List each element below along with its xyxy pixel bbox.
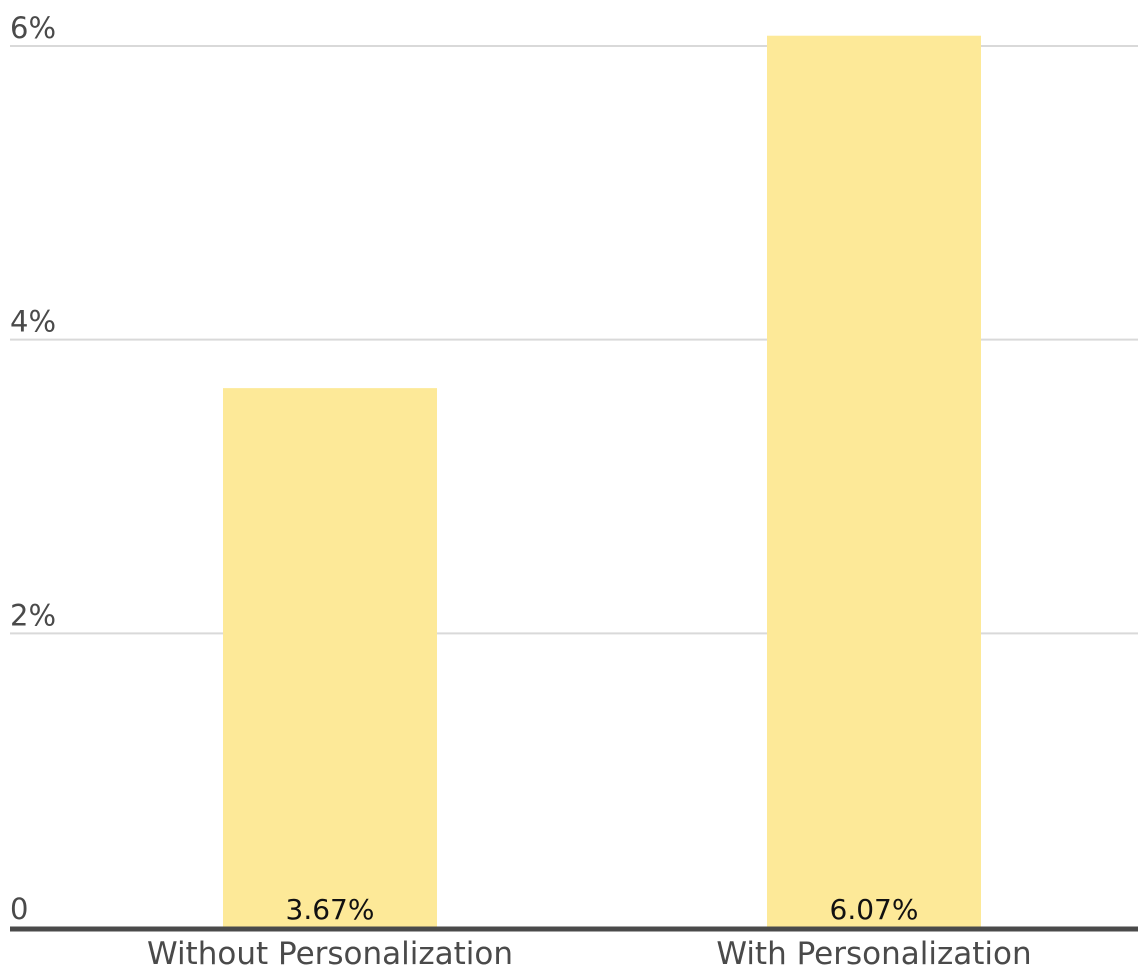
data-label-1: 6.07%: [830, 893, 919, 926]
bar-0: [223, 388, 437, 927]
y-tick-label-2: 4%: [10, 305, 56, 339]
y-tick-label-1: 2%: [10, 598, 56, 632]
y-axis-ticks: 0 2% 4% 6%: [10, 11, 56, 926]
data-label-0: 3.67%: [286, 893, 375, 926]
x-category-label-0: Without Personalization: [147, 936, 513, 969]
bar-1: [767, 35, 981, 927]
x-category-label-1: With Personalization: [716, 936, 1031, 969]
y-tick-label-0: 0: [10, 892, 28, 926]
y-tick-label-3: 6%: [10, 11, 56, 45]
data-labels: 3.67% 6.07%: [286, 893, 919, 926]
bars: [223, 35, 981, 927]
x-axis-categories: Without Personalization With Personalizat…: [147, 936, 1032, 969]
